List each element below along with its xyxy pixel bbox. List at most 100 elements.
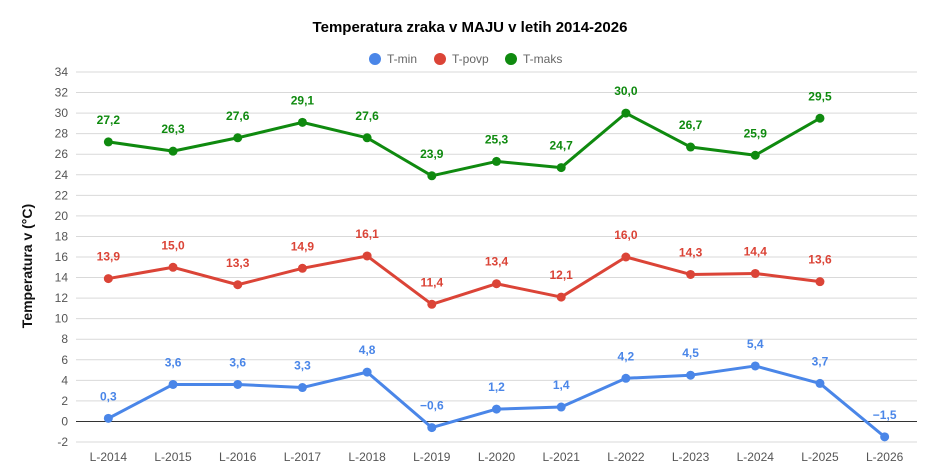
data-label: 1,2 <box>488 380 505 394</box>
data-point <box>427 299 437 309</box>
data-label: 27,2 <box>97 113 121 127</box>
data-label: 27,6 <box>355 109 379 123</box>
y-axis-label: Temperatura v (°C) <box>19 204 35 328</box>
data-label: 30,0 <box>614 84 638 98</box>
data-label: 1,4 <box>553 378 570 392</box>
x-tick-label: L-2020 <box>478 450 516 464</box>
y-tick-label: 30 <box>55 106 69 120</box>
data-label: −0,6 <box>420 399 444 413</box>
data-label: 13,3 <box>226 256 250 270</box>
y-tick-label: 32 <box>55 86 69 100</box>
data-point <box>621 373 631 383</box>
data-label: 4,5 <box>682 346 699 360</box>
legend-label: T-maks <box>523 52 562 66</box>
x-tick-label: L-2014 <box>90 450 128 464</box>
data-point <box>233 133 243 143</box>
data-label: 16,1 <box>355 227 379 241</box>
series-line <box>108 254 821 306</box>
legend-marker <box>369 53 381 65</box>
data-label: −1,5 <box>873 408 897 422</box>
legend: T-min T-povp T-maks <box>369 52 562 66</box>
y-tick-label: -2 <box>57 435 68 449</box>
series-t-min: 0,3 3,6 3,6 3,3 4,8 −0,6 1,2 1,4 4,2 4,5 5,4 3,7 −1,… <box>100 337 897 442</box>
series-line <box>108 111 821 178</box>
x-tick-label: L-2017 <box>284 450 322 464</box>
y-tick-label: 20 <box>55 209 69 223</box>
chart-title: Temperatura zraka v MAJU v letih 2014-20… <box>313 19 628 36</box>
series-line <box>107 364 886 439</box>
data-label: 3,3 <box>294 359 311 373</box>
data-label: 13,4 <box>485 255 509 269</box>
data-label: 4,8 <box>359 343 376 357</box>
data-label: 3,7 <box>812 354 829 368</box>
data-label: 3,6 <box>229 355 246 369</box>
data-label: 12,1 <box>550 268 574 282</box>
data-point <box>492 404 501 414</box>
series-t-maks: 27,2 26,3 27,6 29,1 27,6 23,9 25,3 24,7 30,0 26,7… <box>97 84 832 181</box>
data-point <box>233 379 243 389</box>
y-tick-label: 28 <box>55 127 69 141</box>
x-tick-label: L-2026 <box>866 450 904 464</box>
data-label: 15,0 <box>161 238 185 252</box>
data-label: 26,7 <box>679 118 703 132</box>
data-point <box>297 117 307 127</box>
data-point <box>686 370 696 380</box>
data-point <box>168 146 178 156</box>
data-point <box>492 279 501 289</box>
data-point <box>103 413 113 423</box>
x-tick-label: L-2019 <box>413 450 451 464</box>
x-axis-ticks: L-2014 L-2015 L-2016 L-2017 L-2018 L-2019 L-20… <box>90 450 904 464</box>
data-point <box>750 361 760 371</box>
x-tick-label: L-2024 <box>737 450 775 464</box>
data-label: 11,4 <box>420 275 443 289</box>
data-point <box>750 268 760 278</box>
data-point <box>168 379 178 389</box>
data-point <box>686 269 696 279</box>
y-tick-label: 16 <box>55 250 69 264</box>
series-layer: 0,3 3,6 3,6 3,3 4,8 −0,6 1,2 1,4 4,2 4,5 5,4 3,7 −1,… <box>97 84 897 442</box>
legend-label: T-min <box>387 52 417 66</box>
data-label: 29,1 <box>291 93 315 107</box>
y-tick-label: 4 <box>61 373 68 387</box>
y-tick-label: 2 <box>61 394 68 408</box>
x-tick-label: L-2018 <box>348 450 386 464</box>
data-point <box>880 432 890 442</box>
y-tick-label: 22 <box>55 188 69 202</box>
data-point <box>362 367 372 377</box>
data-point <box>297 263 307 273</box>
legend-marker <box>434 53 446 65</box>
data-label: 23,9 <box>420 147 444 161</box>
series-t-povp: 13,9 15,0 13,3 14,9 16,1 11,4 13,4 12,1 16,0 14,3… <box>97 227 832 309</box>
y-tick-label: 14 <box>55 271 69 285</box>
data-label: 5,4 <box>747 337 764 351</box>
data-label: 0,3 <box>100 389 117 403</box>
y-tick-label: 24 <box>55 168 69 182</box>
data-point <box>621 108 631 118</box>
data-point <box>556 292 566 302</box>
data-label: 25,3 <box>485 132 509 146</box>
x-tick-label: L-2025 <box>801 450 839 464</box>
data-label: 13,9 <box>97 250 121 264</box>
data-point <box>362 251 372 261</box>
data-label: 29,5 <box>808 89 832 103</box>
data-point <box>297 383 307 393</box>
data-label: 14,9 <box>291 239 315 253</box>
data-point <box>427 171 437 181</box>
data-point <box>492 156 501 166</box>
data-point <box>686 142 696 152</box>
data-label: 4,2 <box>618 349 635 363</box>
data-point <box>103 137 113 147</box>
x-tick-label: L-2021 <box>543 450 581 464</box>
y-tick-label: 10 <box>55 312 69 326</box>
y-tick-label: 8 <box>61 332 68 346</box>
x-tick-label: L-2022 <box>607 450 645 464</box>
data-point <box>556 402 566 412</box>
y-tick-label: 18 <box>55 229 69 243</box>
data-point <box>815 277 825 287</box>
data-label: 13,6 <box>808 253 832 267</box>
data-point <box>556 163 566 173</box>
y-tick-label: 6 <box>61 353 68 367</box>
x-tick-label: L-2023 <box>672 450 710 464</box>
